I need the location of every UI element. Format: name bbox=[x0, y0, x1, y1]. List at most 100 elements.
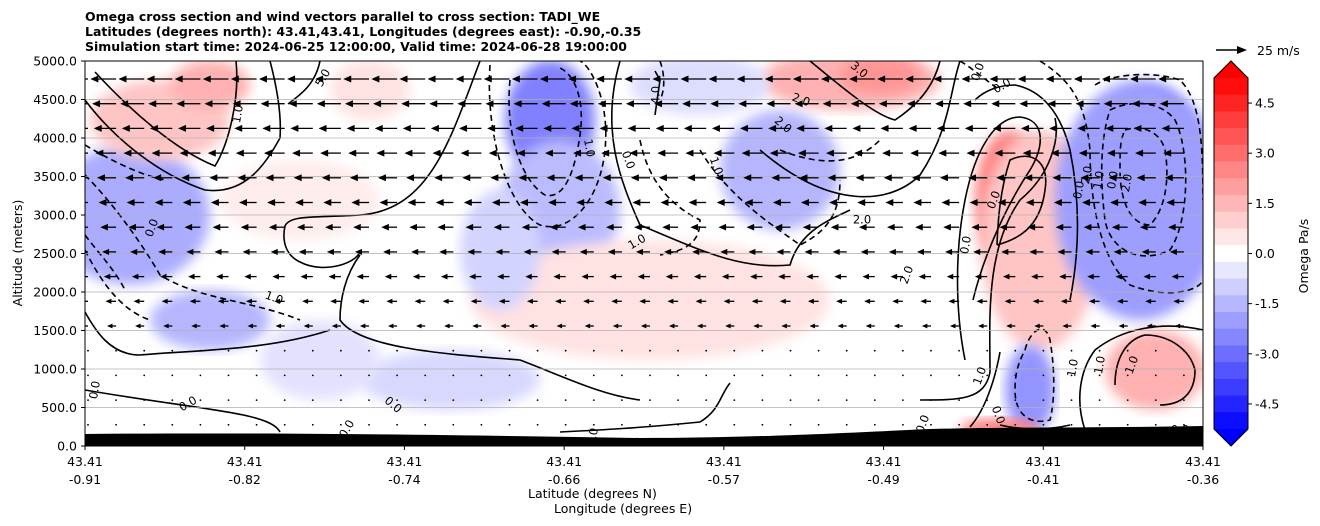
wind-vector-127 bbox=[263, 149, 285, 157]
wind-vector-352 bbox=[974, 273, 988, 280]
wind-vector-377 bbox=[555, 298, 566, 304]
wind-vector-154 bbox=[1022, 149, 1044, 157]
wind-vector-292 bbox=[411, 248, 426, 255]
wind-vector-208 bbox=[295, 199, 313, 206]
wind-vector-114 bbox=[1021, 124, 1044, 132]
wind-vector-11 bbox=[371, 75, 398, 83]
wind-vector-81 bbox=[93, 124, 117, 132]
colorbar-segment-19 bbox=[1214, 395, 1248, 413]
contour-label-9: 0.0 bbox=[619, 149, 638, 171]
wind-vector-279 bbox=[1168, 223, 1184, 231]
wind-vector-324 bbox=[188, 273, 201, 280]
wind-vector-428 bbox=[865, 323, 875, 329]
wind-vector-237 bbox=[1110, 199, 1128, 206]
wind-vector-535 bbox=[508, 399, 511, 401]
wind-vector-203 bbox=[154, 199, 173, 206]
y-tick-label-3: 1500.0 bbox=[33, 323, 77, 338]
contour-label-10: 1.0 bbox=[707, 155, 726, 177]
x-axis-label: Latitude (degrees N) bbox=[528, 486, 657, 501]
wind-vector-70 bbox=[906, 100, 931, 108]
wind-vector-19 bbox=[596, 75, 622, 83]
wind-vector-591 bbox=[958, 423, 960, 426]
wind-vector-31 bbox=[933, 75, 960, 83]
wind-vector-165 bbox=[209, 174, 229, 182]
wind-vector-99 bbox=[599, 124, 622, 132]
contour-line-5 bbox=[339, 254, 641, 401]
wind-vector-422 bbox=[697, 323, 707, 329]
wind-vector-366 bbox=[245, 298, 257, 304]
wind-vector-365 bbox=[217, 298, 229, 304]
wind-vector-498 bbox=[592, 374, 595, 377]
omega-blob-13 bbox=[1055, 80, 1203, 320]
omega-blob-17 bbox=[260, 320, 380, 400]
wind-vector-486 bbox=[255, 374, 258, 377]
wind-vector-449 bbox=[340, 349, 342, 352]
contour-label-22: 0.0 bbox=[989, 404, 1008, 426]
wind-vector-110 bbox=[908, 124, 931, 132]
contour-label-28: 1.0 bbox=[1064, 358, 1081, 378]
wind-vector-36 bbox=[1073, 75, 1100, 83]
wind-vector-588 bbox=[873, 423, 876, 426]
wind-vector-426 bbox=[809, 323, 819, 329]
wind-vector-393 bbox=[1004, 298, 1016, 304]
wind-vector-171 bbox=[377, 174, 398, 182]
x-tick-lon-0: -0.91 bbox=[69, 472, 101, 487]
contour-label-20: 1.0 bbox=[970, 365, 989, 387]
wind-vector-388 bbox=[864, 298, 875, 304]
wind-vector-118 bbox=[1133, 124, 1156, 132]
wind-vector-570 bbox=[368, 423, 370, 426]
wind-vector-229 bbox=[885, 199, 903, 206]
wind-vector-152 bbox=[966, 149, 988, 157]
omega-blob-8 bbox=[840, 61, 920, 93]
colorbar-tick-label-0: -4.5 bbox=[1255, 396, 1279, 411]
wind-vector-302 bbox=[692, 248, 707, 255]
wind-vector-520 bbox=[87, 399, 89, 401]
omega-blob-1 bbox=[150, 290, 270, 350]
wind-vector-330 bbox=[356, 273, 369, 280]
wind-vector-108 bbox=[852, 124, 875, 132]
wind-vector-162 bbox=[125, 174, 145, 182]
wind-vector-14 bbox=[455, 75, 482, 83]
wind-vector-539 bbox=[621, 399, 623, 401]
omega-blob-3 bbox=[170, 61, 250, 110]
wind-vector-478 bbox=[1154, 349, 1157, 352]
wind-vector-182 bbox=[687, 174, 707, 182]
wind-vector-413 bbox=[444, 323, 454, 329]
wind-vector-389 bbox=[892, 298, 903, 304]
wind-vector-231 bbox=[941, 199, 960, 206]
contour-label-35: 0.0 bbox=[1181, 433, 1199, 447]
wind-vector-464 bbox=[761, 349, 764, 352]
wind-vector-455 bbox=[508, 349, 511, 352]
wind-vector-560 bbox=[87, 423, 89, 426]
contour-label-18: 0.0 bbox=[957, 235, 974, 255]
wind-vector-508 bbox=[873, 374, 876, 377]
colorbar-tick-label-5: 3.0 bbox=[1255, 146, 1275, 161]
wind-vector-333 bbox=[440, 273, 454, 280]
wind-vector-25 bbox=[764, 75, 791, 83]
wind-vector-119 bbox=[1161, 124, 1184, 132]
wind-vector-142 bbox=[685, 149, 707, 157]
wind-vector-274 bbox=[1027, 223, 1044, 231]
wind-vector-66 bbox=[794, 100, 819, 108]
wind-vector-514 bbox=[1042, 374, 1045, 377]
contour-label-7: 0.0 bbox=[142, 217, 161, 239]
wind-vector-557 bbox=[1126, 399, 1129, 401]
wind-vector-121 bbox=[95, 149, 117, 157]
wind-vector-56 bbox=[513, 100, 538, 108]
colorbar-segment-10 bbox=[1214, 245, 1248, 263]
y-tick-label-4: 2000.0 bbox=[33, 285, 77, 300]
wind-vector-78 bbox=[1131, 100, 1156, 108]
wind-vector-218 bbox=[576, 199, 594, 206]
contour-label-17: 2.0 bbox=[897, 264, 916, 286]
wind-vector-328 bbox=[300, 273, 313, 280]
wind-vector-248 bbox=[296, 223, 313, 231]
wind-vector-433 bbox=[1006, 323, 1016, 329]
contour-line-31 bbox=[1094, 73, 1203, 201]
x-tick-lon-6: -0.41 bbox=[1027, 472, 1059, 487]
wind-vector-479 bbox=[1183, 349, 1185, 352]
wind-vector-403 bbox=[163, 323, 173, 329]
contour-line-33 bbox=[1119, 127, 1168, 226]
wind-vector-35 bbox=[1045, 75, 1072, 83]
wind-vector-234 bbox=[1025, 199, 1044, 206]
wind-vector-438 bbox=[1146, 323, 1156, 329]
